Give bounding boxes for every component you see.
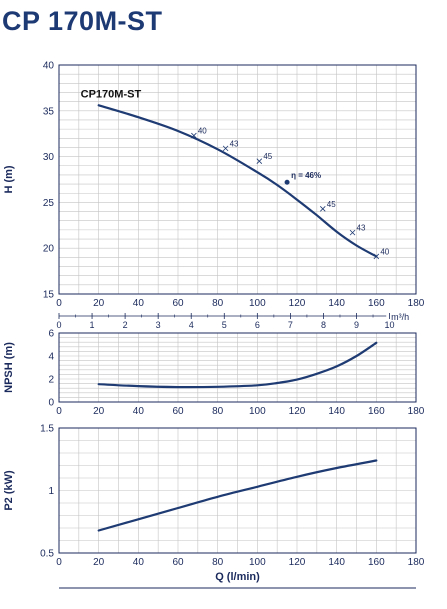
secondary-axis-tick-label: 7 [288,320,293,330]
x-tick-label: 40 [133,406,145,417]
secondary-axis-unit: m³/h [391,312,409,322]
y-tick-label: 35 [43,106,55,117]
secondary-axis-tick-label: 0 [56,320,61,330]
y-tick-label: 20 [43,244,55,255]
x-tick-label: 20 [93,557,105,568]
x-tick-label: 160 [368,298,385,309]
x-tick-label: 80 [212,557,224,568]
x-tick-label: 140 [328,557,345,568]
efficiency-marker [191,132,197,139]
y-tick-label: 0 [48,398,54,409]
plot-frame [58,332,417,403]
chart-title: CP 170M-ST [2,6,163,36]
y-tick-label: 4 [48,352,54,363]
x-tick-label: 60 [172,557,184,568]
y-tick-label: 0.5 [40,549,54,560]
y-axis-label: NPSH (m) [3,342,15,393]
x-tick-label: 160 [368,557,385,568]
secondary-axis-tick-label: 3 [156,320,161,330]
y-tick-label: 25 [43,198,55,209]
x-tick-label: 180 [408,298,425,309]
secondary-axis-tick-label: 10 [385,320,395,330]
series-label: CP170M-ST [81,88,142,100]
x-tick-label: 100 [249,406,266,417]
y-axis-label: H (m) [3,165,15,193]
efficiency-marker [256,158,263,164]
x-tick-label: 120 [289,298,306,309]
efficiency-label: 40 [198,127,207,136]
x-tick-label: 60 [172,406,184,417]
x-tick-label: 120 [289,557,306,568]
x-tick-label: 180 [408,557,425,568]
efficiency-label: 40 [380,247,389,256]
efficiency-marker [373,253,380,260]
secondary-axis-tick-label: 1 [90,320,95,330]
efficiency-label: 43 [230,139,239,148]
y-tick-label: 2 [48,375,54,386]
y-tick-label: 6 [48,329,54,340]
y-tick-label: 15 [43,290,55,301]
efficiency-label: η = 46% [291,171,321,180]
efficiency-marker [349,229,356,236]
x-tick-label: 0 [56,406,62,417]
x-tick-label: 20 [93,298,105,309]
x-axis-label: Q (l/min) [215,571,260,583]
secondary-axis-tick-label: 8 [321,320,326,330]
x-tick-label: 140 [328,406,345,417]
x-tick-label: 0 [56,298,62,309]
x-tick-label: 40 [133,298,145,309]
secondary-axis-tick-label: 5 [222,320,227,330]
secondary-axis-tick-label: 4 [189,320,194,330]
x-tick-label: 180 [408,406,425,417]
x-tick-label: 0 [56,557,62,568]
x-tick-label: 140 [328,298,345,309]
efficiency-label: 45 [327,200,336,209]
secondary-axis-tick-label: 2 [123,320,128,330]
y-tick-label: 40 [43,61,55,72]
x-tick-label: 20 [93,406,105,417]
y-tick-label: 1.5 [40,424,54,435]
x-tick-label: 160 [368,406,385,417]
efficiency-marker [222,145,229,152]
series-line [97,341,378,389]
secondary-axis-tick-label: 9 [354,320,359,330]
x-tick-label: 80 [212,406,224,417]
x-tick-label: 40 [133,557,145,568]
series-line [97,459,378,532]
efficiency-label: 45 [263,152,272,161]
plot-frame [58,64,417,295]
y-tick-label: 1 [48,486,54,497]
efficiency-marker [320,206,326,212]
efficiency-label: 43 [357,224,366,233]
x-tick-label: 100 [249,557,266,568]
x-tick-label: 60 [172,298,184,309]
y-axis-label: P2 (kW) [3,470,15,511]
x-tick-label: 100 [249,298,266,309]
efficiency-marker [284,179,290,185]
plot-frame [58,427,417,554]
x-tick-label: 120 [289,406,306,417]
secondary-axis-tick-label: 6 [255,320,260,330]
series-line [97,104,378,258]
y-tick-label: 30 [43,152,55,163]
x-tick-label: 80 [212,298,224,309]
